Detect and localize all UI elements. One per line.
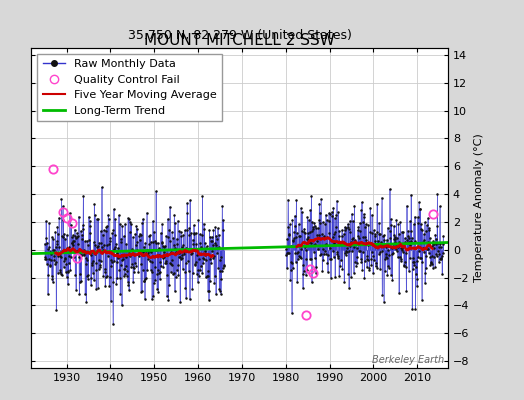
Title: MOUNT MITCHELL 2 SSW: MOUNT MITCHELL 2 SSW [144,33,335,48]
Text: Berkeley Earth: Berkeley Earth [372,355,444,365]
Text: 35.750 N, 82.279 W (United States): 35.750 N, 82.279 W (United States) [128,29,352,42]
Y-axis label: Temperature Anomaly (°C): Temperature Anomaly (°C) [474,134,484,282]
Legend: Raw Monthly Data, Quality Control Fail, Five Year Moving Average, Long-Term Tren: Raw Monthly Data, Quality Control Fail, … [37,54,222,121]
